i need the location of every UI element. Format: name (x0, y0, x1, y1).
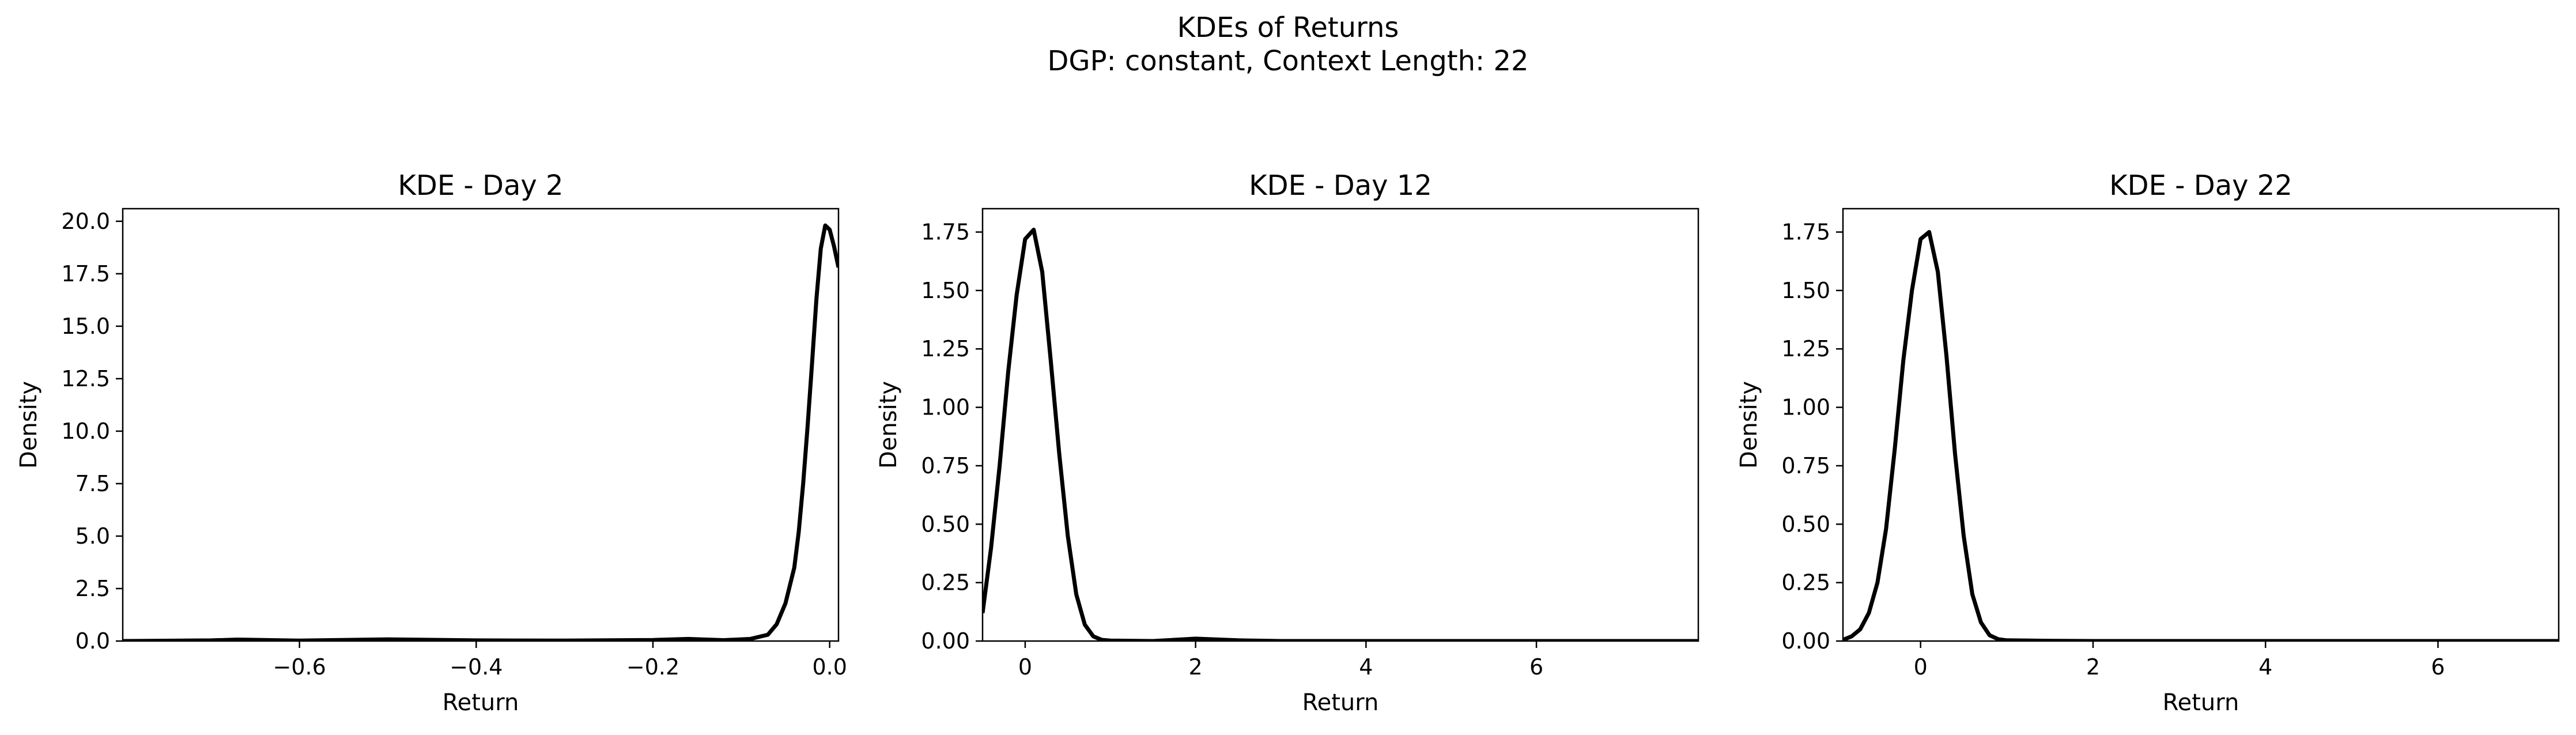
figure-title-line1: KDEs of Returns (1177, 12, 1399, 44)
x-tick-label: 0 (1914, 654, 1928, 680)
panel-title: KDE - Day 2 (398, 169, 563, 202)
y-tick-label: 1.25 (1781, 336, 1830, 361)
y-tick-label: 1.25 (921, 336, 970, 361)
kde-panel-1: −0.6 −0.4 −0.2 0.0 0.0 2.5 5.0 7.5 10.0 12.5 15.0 1… (16, 169, 847, 716)
y-tick-label: 1.75 (1781, 220, 1830, 245)
kde-panel-3: 0 2 4 6 0.00 0.25 0.50 0.75 1.00 1.25 1.50 1.75 Retu… (1736, 169, 2560, 716)
y-tick-label: 1.50 (1781, 278, 1830, 303)
y-axis-label: Density (875, 381, 902, 469)
panel-title: KDE - Day 12 (1249, 169, 1432, 202)
axes-frame (1842, 208, 2560, 642)
y-tick-label: 0.25 (1781, 570, 1830, 595)
x-axis-label: Return (1302, 689, 1379, 716)
x-tick-label: −0.4 (450, 654, 503, 680)
axes-frame (981, 208, 1699, 642)
y-tick-label: 0.75 (921, 453, 970, 478)
panels: −0.6 −0.4 −0.2 0.0 0.0 2.5 5.0 7.5 10.0 12.5 15.0 1… (16, 169, 2560, 716)
panel-title: KDE - Day 22 (2109, 169, 2292, 202)
kde-curve (983, 228, 1698, 641)
x-tick-label: −0.6 (273, 654, 326, 680)
y-tick-label: 5.0 (75, 523, 110, 549)
y-tick-label: 0.0 (75, 628, 110, 654)
y-tick-label: 10.0 (61, 419, 110, 444)
axes-frame (122, 208, 840, 642)
x-tick-label: 0.0 (812, 654, 847, 680)
y-axis-label: Density (16, 381, 42, 469)
y-tick-label: 12.5 (61, 366, 110, 391)
y-tick-label: 2.5 (75, 576, 110, 601)
y-tick-label: 7.5 (75, 471, 110, 496)
x-tick-label: 0 (1018, 654, 1032, 680)
y-tick-label: 0.00 (921, 628, 970, 654)
y-axis-label: Density (1736, 381, 1762, 469)
figure-title-line2: DGP: constant, Context Length: 22 (1047, 45, 1528, 77)
y-tick-label: 1.50 (921, 278, 970, 303)
kde-curve (123, 223, 838, 641)
x-tick-label: 6 (1529, 654, 1543, 680)
x-tick-label: 6 (2431, 654, 2445, 680)
x-tick-label: −0.2 (626, 654, 679, 680)
y-tick-label: 0.50 (1781, 511, 1830, 537)
x-tick-label: 4 (1359, 654, 1373, 680)
y-tick-label: 20.0 (61, 209, 110, 234)
kde-panel-2: 0 2 4 6 0.00 0.25 0.50 0.75 1.00 1.25 1.50 1.75 Retu… (875, 169, 1699, 716)
x-axis-label: Return (443, 689, 519, 716)
y-tick-label: 1.00 (1781, 395, 1830, 420)
y-tick-label: 1.00 (921, 395, 970, 420)
x-axis-label: Return (2163, 689, 2239, 716)
y-tick-label: 0.75 (1781, 453, 1830, 478)
x-tick-label: 2 (2086, 654, 2100, 680)
y-tick-label: 0.50 (921, 511, 970, 537)
y-tick-label: 0.00 (1781, 628, 1830, 654)
y-tick-label: 15.0 (61, 314, 110, 339)
y-tick-label: 17.5 (61, 261, 110, 287)
x-tick-label: 2 (1189, 654, 1203, 680)
y-tick-label: 0.25 (921, 570, 970, 595)
y-tick-label: 1.75 (921, 220, 970, 245)
x-tick-label: 4 (2258, 654, 2272, 680)
